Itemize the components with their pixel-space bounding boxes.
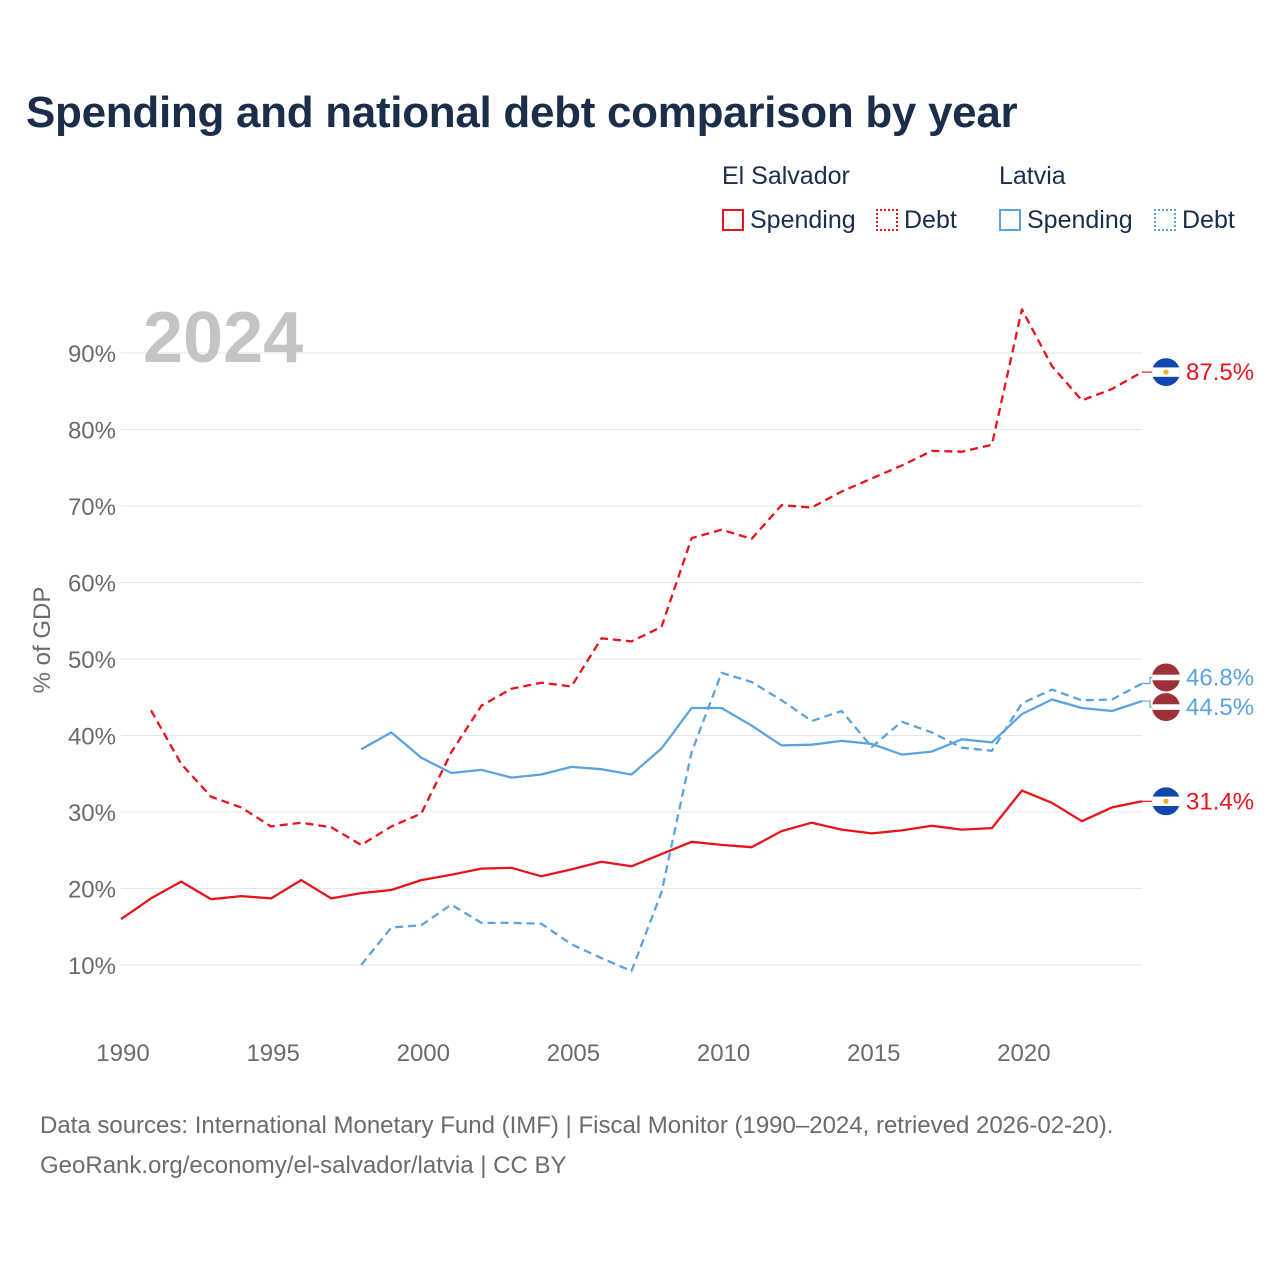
y-axis-label: % of GDP <box>29 587 56 694</box>
series-lines <box>120 308 1143 973</box>
legend-el-salvador-spending[interactable]: Spending <box>722 204 856 236</box>
legend-latvia-debt[interactable]: Debt <box>1154 204 1235 236</box>
end-value-label: 46.8% <box>1186 664 1254 691</box>
end-labels: 87.5% 31.4% 46.8% 44.5% <box>1142 358 1254 816</box>
x-tick-label: 1995 <box>246 1040 299 1067</box>
end-label-latvia-debt: 46.8% <box>1142 663 1254 692</box>
y-tick-label: 20% <box>68 877 116 904</box>
line-chart: 2024 10%20%30%40%50%60%70%80%90% 1990 199… <box>29 298 1254 1067</box>
legend-el-salvador-title: El Salvador <box>722 162 850 190</box>
x-tick-label: 2000 <box>397 1040 450 1067</box>
source-line-2[interactable]: GeoRank.org/economy/el-salvador/latvia |… <box>40 1152 567 1179</box>
series-line-latvia-debt <box>360 671 1143 973</box>
legend-dotted-swatch-icon <box>876 209 898 231</box>
end-value-label: 44.5% <box>1186 694 1254 721</box>
x-tick-label: 2015 <box>847 1040 900 1067</box>
el-salvador-flag-icon <box>1152 358 1180 387</box>
y-tick-label: 60% <box>68 571 116 598</box>
series-line-el-salvador-spending <box>120 789 1143 921</box>
x-axis-ticks: 1990 1995 2000 2005 2010 2015 2020 <box>96 1040 1050 1067</box>
legend-label: Spending <box>750 205 856 234</box>
legend-label: Debt <box>904 205 957 234</box>
end-label-latvia-spending: 44.5% <box>1142 693 1254 722</box>
source-line-1: Data sources: International Monetary Fun… <box>40 1112 1114 1139</box>
end-value-label: 31.4% <box>1186 788 1254 815</box>
y-tick-label: 10% <box>68 953 116 980</box>
source-note: Data sources: International Monetary Fun… <box>40 1106 1113 1186</box>
end-value-label: 87.5% <box>1186 359 1254 386</box>
grid-lines <box>121 352 1142 966</box>
y-tick-label: 40% <box>68 724 116 751</box>
latvia-flag-icon <box>1152 693 1180 722</box>
x-tick-label: 1990 <box>96 1040 149 1067</box>
x-tick-label: 2010 <box>697 1040 750 1067</box>
x-tick-label: 2005 <box>547 1040 600 1067</box>
end-label-el-salvador-debt: 87.5% <box>1142 358 1254 387</box>
legend-solid-swatch-icon <box>722 209 744 231</box>
y-tick-label: 70% <box>68 494 116 521</box>
legend-el-salvador-debt[interactable]: Debt <box>876 204 957 236</box>
el-salvador-flag-icon <box>1152 787 1180 816</box>
y-tick-label: 80% <box>68 418 116 445</box>
x-tick-label: 2020 <box>997 1040 1050 1067</box>
y-axis-ticks: 10% 20% 30% 40% 50% 60% 70% 80% 90% <box>68 341 116 980</box>
year-watermark: 2024 <box>143 298 303 378</box>
legend-latvia-spending[interactable]: Spending <box>999 204 1133 236</box>
latvia-flag-icon <box>1152 663 1180 692</box>
legend-latvia-title: Latvia <box>999 162 1066 190</box>
y-tick-label: 90% <box>68 341 116 368</box>
legend-label: Spending <box>1027 205 1133 234</box>
y-tick-label: 50% <box>68 647 116 674</box>
legend-dotted-swatch-icon <box>1154 209 1176 231</box>
legend-label: Debt <box>1182 205 1235 234</box>
legend-solid-swatch-icon <box>999 209 1021 231</box>
chart-title: Spending and national debt comparison by… <box>26 88 1018 137</box>
end-label-el-salvador-spending: 31.4% <box>1142 787 1254 816</box>
series-line-el-salvador-debt <box>149 308 1143 847</box>
series-line-latvia-spending <box>360 698 1143 779</box>
y-tick-label: 30% <box>68 800 116 827</box>
